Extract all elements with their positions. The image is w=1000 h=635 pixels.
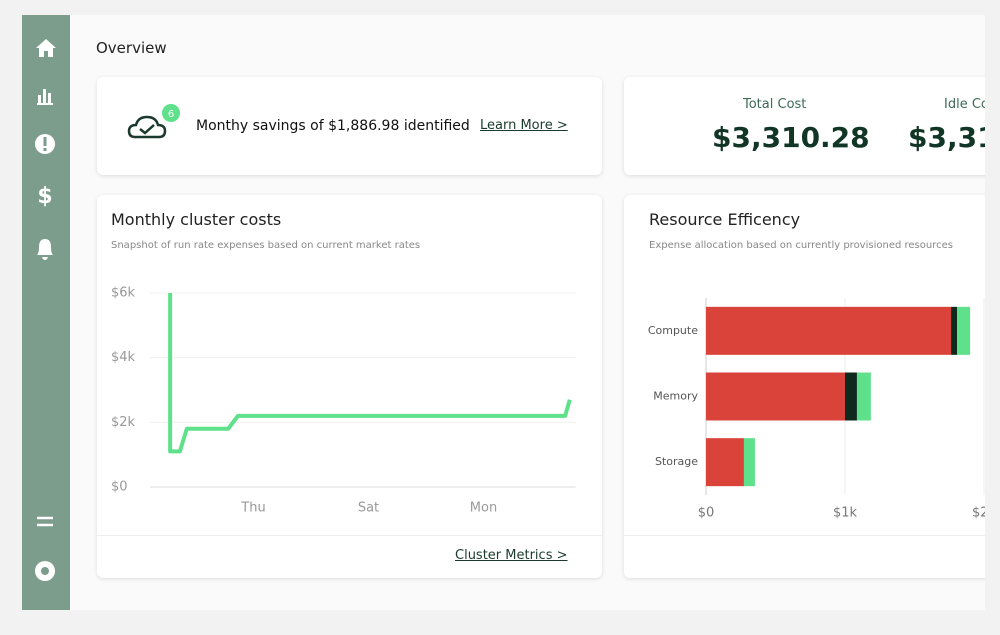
stat-value: $3,31: [908, 121, 985, 154]
y-tick-label: Storage: [655, 455, 698, 468]
card-title: Monthly cluster costs: [111, 210, 282, 229]
y-tick-label: Memory: [653, 390, 698, 403]
bar-segment: [856, 372, 871, 421]
x-tick-label: Mon: [470, 501, 497, 516]
cost-line: [168, 293, 572, 454]
stat-label: Total Cost: [743, 97, 807, 112]
card-subtitle: Expense allocation based on currently pr…: [649, 240, 953, 251]
x-tick-label: Thu: [240, 501, 265, 516]
page-title: Overview: [96, 39, 167, 57]
bar-segment: [706, 372, 845, 421]
bar-segment: [957, 306, 971, 355]
bar-segment: [951, 306, 958, 355]
swap-icon[interactable]: [37, 516, 53, 527]
bar-segment: [706, 306, 952, 355]
y-tick-label: Compute: [648, 324, 698, 337]
savings-text: Monthy savings of $1,886.98 identified: [196, 118, 470, 134]
badge: 6: [168, 109, 174, 120]
y-tick-label: $2k: [111, 415, 136, 430]
x-tick-label: $2k: [972, 506, 985, 521]
stat-label: Idle Co: [944, 97, 985, 112]
sidebar: $: [22, 15, 70, 610]
bar-segment: [845, 372, 857, 421]
bar-segment: [743, 438, 755, 487]
stats-card: Total Cost $3,310.28 Idle Co $3,31: [624, 77, 985, 175]
y-tick-label: $0: [111, 480, 128, 495]
alert-icon[interactable]: [35, 134, 55, 154]
cluster-metrics-link[interactable]: Cluster Metrics >: [455, 548, 568, 563]
cost-icon[interactable]: $: [37, 184, 52, 209]
x-tick-label: Sat: [358, 501, 379, 516]
nav-icons: $: [35, 39, 56, 581]
settings-icon[interactable]: [35, 561, 55, 581]
cloud-icon: 6: [127, 104, 180, 139]
home-icon[interactable]: [36, 39, 56, 57]
x-tick-label: $0: [698, 506, 715, 521]
y-tick-label: $4k: [111, 350, 136, 365]
card-subtitle: Snapshot of run rate expenses based on c…: [111, 240, 421, 251]
stat-value: $3,310.28: [712, 121, 870, 154]
chart-icon[interactable]: [37, 89, 53, 105]
x-tick-label: $1k: [833, 506, 858, 521]
savings-card: 6 Monthy savings of $1,886.98 identified…: [97, 77, 602, 175]
bell-icon[interactable]: [37, 239, 53, 260]
bar-segment: [706, 438, 744, 487]
y-tick-label: $6k: [111, 286, 136, 301]
card-title: Resource Efficency: [649, 210, 801, 229]
learn-more-link[interactable]: Learn More >: [480, 118, 568, 133]
line-card: Monthly cluster costs Snapshot of run ra…: [97, 195, 602, 578]
